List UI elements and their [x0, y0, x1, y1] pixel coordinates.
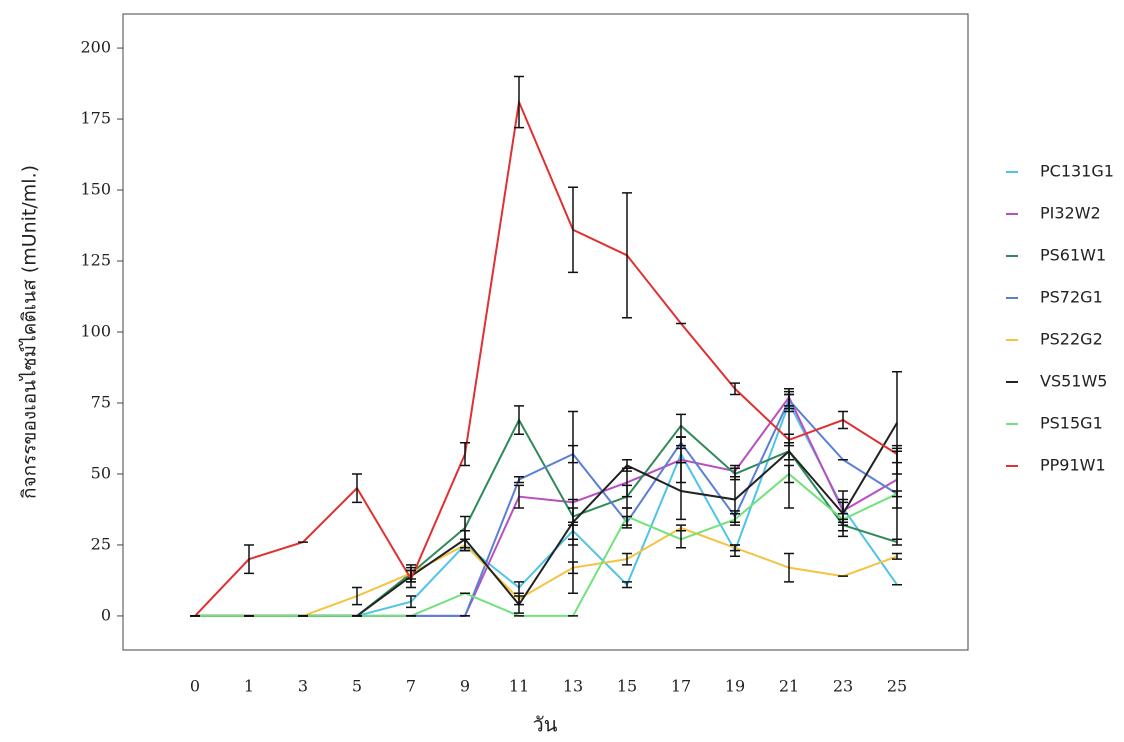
- legend-label: PS22G2: [1040, 330, 1103, 349]
- error-bar: [622, 581, 632, 589]
- error-bar: [460, 530, 470, 549]
- series-line: [195, 417, 898, 617]
- y-tick-label: 0: [101, 605, 111, 624]
- error-bar: [568, 444, 578, 464]
- legend-label: PC131G1: [1040, 162, 1114, 181]
- legend-label: PS72G1: [1040, 288, 1103, 307]
- error-bar: [730, 382, 740, 396]
- error-bar: [244, 544, 254, 575]
- y-tick-label: 75: [91, 392, 111, 411]
- y-tick-label: 25: [91, 534, 111, 553]
- error-bar: [676, 413, 686, 438]
- error-bar: [514, 476, 524, 484]
- error-bar: [514, 75, 524, 129]
- error-bar: [622, 192, 632, 319]
- y-axis-label: กิจกรรของเอนไซม์ไคติเนส (mUnit/ml.): [19, 165, 41, 499]
- x-tick-label: 19: [725, 677, 745, 696]
- error-bar: [352, 586, 362, 606]
- error-bar: [568, 561, 578, 575]
- error-bar: [460, 441, 470, 467]
- error-bar: [406, 569, 416, 589]
- error-bar: [784, 433, 794, 447]
- legend-label: PP91W1: [1040, 456, 1106, 475]
- x-tick-label: 13: [563, 677, 583, 696]
- error-bar: [784, 393, 794, 509]
- x-tick-label: 23: [833, 677, 853, 696]
- error-bar: [838, 512, 848, 526]
- x-tick-label: 15: [617, 677, 637, 696]
- error-bar: [406, 595, 416, 609]
- x-tick-label: 9: [460, 677, 470, 696]
- series-line: [195, 472, 898, 617]
- error-bar: [892, 444, 902, 464]
- error-bar: [676, 530, 686, 549]
- x-axis-label: วัน: [533, 713, 558, 737]
- error-bar: [514, 405, 524, 435]
- x-tick-label: 11: [509, 677, 529, 696]
- x-tick-label: 7: [406, 677, 416, 696]
- error-bar: [676, 461, 686, 521]
- series-line: [195, 526, 898, 617]
- x-tick-label: 0: [190, 677, 200, 696]
- error-bar: [514, 484, 524, 509]
- x-tick-label: 3: [298, 677, 308, 696]
- y-tick-label: 150: [80, 180, 111, 199]
- series-line: [195, 422, 898, 617]
- legend-label: PI32W2: [1040, 204, 1101, 223]
- error-bar: [838, 410, 848, 430]
- y-tick-label: 125: [80, 251, 111, 270]
- error-bar: [568, 498, 578, 546]
- y-tick-label: 100: [80, 322, 111, 341]
- error-bar: [892, 490, 902, 498]
- error-bar: [784, 464, 794, 484]
- error-bar: [514, 595, 524, 614]
- error-bar: [676, 436, 686, 450]
- error-bar: [622, 507, 632, 526]
- y-tick-label: 50: [91, 463, 111, 482]
- error-bar: [568, 186, 578, 274]
- x-tick-label: 1: [244, 677, 254, 696]
- legend-label: PS15G1: [1040, 414, 1103, 433]
- series-line: [194, 98, 898, 617]
- error-bar: [622, 552, 632, 566]
- legend-label: PS61W1: [1040, 246, 1106, 265]
- x-tick-label: 21: [779, 677, 799, 696]
- x-tick-label: 5: [352, 677, 362, 696]
- error-bar: [892, 552, 902, 560]
- x-tick-label: 25: [887, 677, 907, 696]
- error-bar: [352, 473, 362, 504]
- error-bar: [730, 512, 740, 526]
- y-tick-label: 175: [80, 109, 111, 128]
- x-tick-label: 17: [671, 677, 691, 696]
- legend-label: VS51W5: [1040, 372, 1107, 391]
- error-bar: [622, 459, 632, 472]
- error-bar: [784, 552, 794, 583]
- error-bar: [730, 544, 740, 552]
- y-tick-label: 200: [80, 38, 111, 57]
